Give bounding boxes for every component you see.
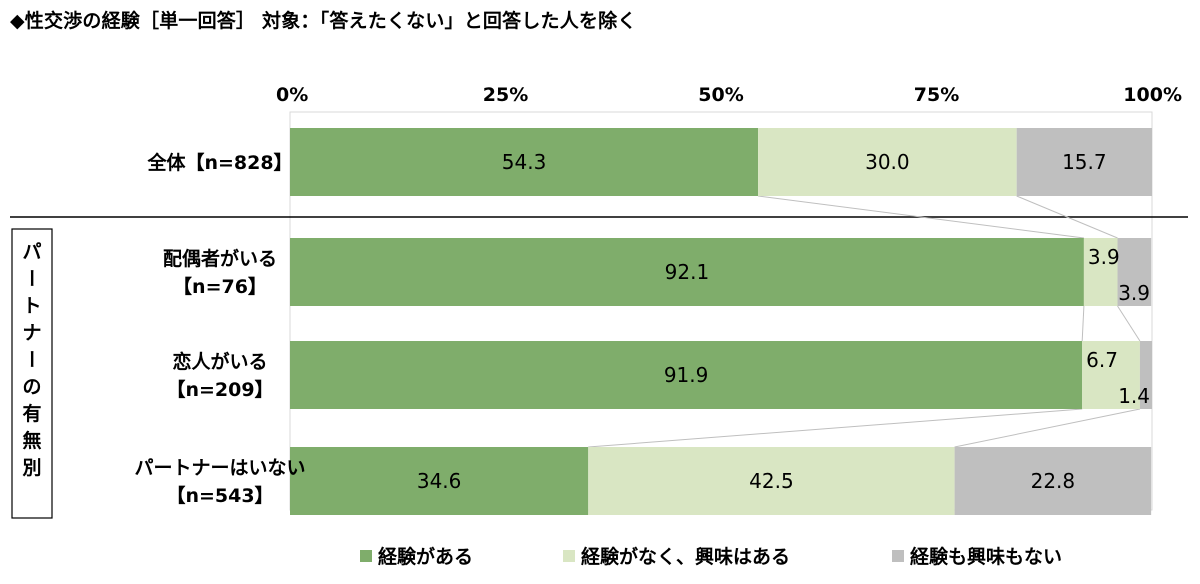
group-label-char: 別: [22, 457, 41, 479]
bar-segment: [1139, 341, 1152, 409]
x-tick-label: 25%: [483, 84, 528, 106]
bar-segment: [758, 128, 1017, 196]
group-label-char: ー: [20, 349, 42, 368]
x-tick-label: 50%: [698, 84, 743, 106]
data-label: 15.7: [1062, 150, 1107, 174]
group-label-char: パ: [22, 241, 41, 263]
connector-line: [1016, 195, 1118, 239]
x-tick-label: 75%: [914, 84, 959, 106]
bar-segment: [290, 238, 1084, 306]
x-tick-label: 0%: [276, 84, 308, 106]
group-label-char: 無: [22, 429, 41, 452]
bar-segment: [1117, 238, 1152, 306]
legend-swatch: [360, 550, 372, 562]
data-label: 54.3: [502, 150, 547, 174]
connector-line: [588, 408, 1083, 448]
data-label: 3.9: [1088, 245, 1120, 269]
category-label: 配偶者がいる: [163, 247, 277, 270]
legend-label: 経験がある: [378, 545, 473, 568]
group-label-frame: [11, 228, 53, 519]
data-label: 30.0: [865, 150, 910, 174]
category-label: 全体【n=828】: [146, 151, 292, 174]
group-label-char: 有: [22, 402, 41, 425]
legend-swatch: [892, 550, 904, 562]
bar-segment: [290, 447, 589, 515]
bar-segment: [588, 447, 955, 515]
legend: 経験がある 経験がなく、興味はある 経験も興味もない: [360, 545, 1062, 568]
connector-line: [1081, 305, 1085, 342]
legend-swatch: [563, 550, 575, 562]
series-connector-lines: [588, 195, 1141, 448]
category-label: 恋人がいる: [172, 350, 267, 373]
group-label-char: ト: [22, 295, 41, 317]
legend-label: 経験がなく、興味はある: [581, 545, 790, 568]
bar-segment: [290, 128, 759, 196]
data-label: 22.8: [1031, 469, 1076, 493]
category-label: 【n=76】: [173, 275, 267, 298]
category-label: 【n=543】: [166, 484, 273, 507]
category-labels: 全体【n=828】配偶者がいる【n=76】恋人がいる【n=209】パートナーはい…: [134, 151, 305, 507]
x-axis-ticks: 0% 25% 50% 75% 100%: [276, 84, 1182, 106]
data-label: 1.4: [1118, 384, 1150, 408]
group-label-char: ナ: [22, 322, 41, 344]
data-labels: 54.3 30.0 15.7 92.1 3.9 3.9 91.9 6.71.4 34.6 42.5…: [417, 150, 1150, 493]
connector-line: [758, 195, 1084, 239]
data-label: 92.1: [665, 260, 710, 284]
group-label-char: ー: [20, 268, 42, 287]
group-label-char: の: [22, 376, 41, 398]
x-tick-label: 100%: [1123, 84, 1182, 106]
data-label: 6.7: [1086, 348, 1118, 372]
bars: [290, 128, 1152, 515]
bar-segment: [1016, 128, 1152, 196]
data-label: 34.6: [417, 469, 462, 493]
category-label: 【n=209】: [166, 378, 273, 401]
connector-line: [954, 408, 1141, 448]
bar-segment: [290, 341, 1083, 409]
bar-segment: [954, 447, 1152, 515]
data-label: 42.5: [749, 469, 794, 493]
bar-segment: [1083, 238, 1118, 306]
connector-line: [1117, 305, 1141, 342]
data-label: 3.9: [1118, 281, 1150, 305]
data-label: 91.9: [664, 363, 709, 387]
category-label: パートナーはいない: [134, 457, 305, 479]
bar-segment: [1082, 341, 1140, 409]
chart-title: ◆性交渉の経験［単一回答］ 対象：「答えたくない」と回答した人を除く: [10, 10, 637, 32]
legend-label: 経験も興味もない: [910, 545, 1062, 568]
